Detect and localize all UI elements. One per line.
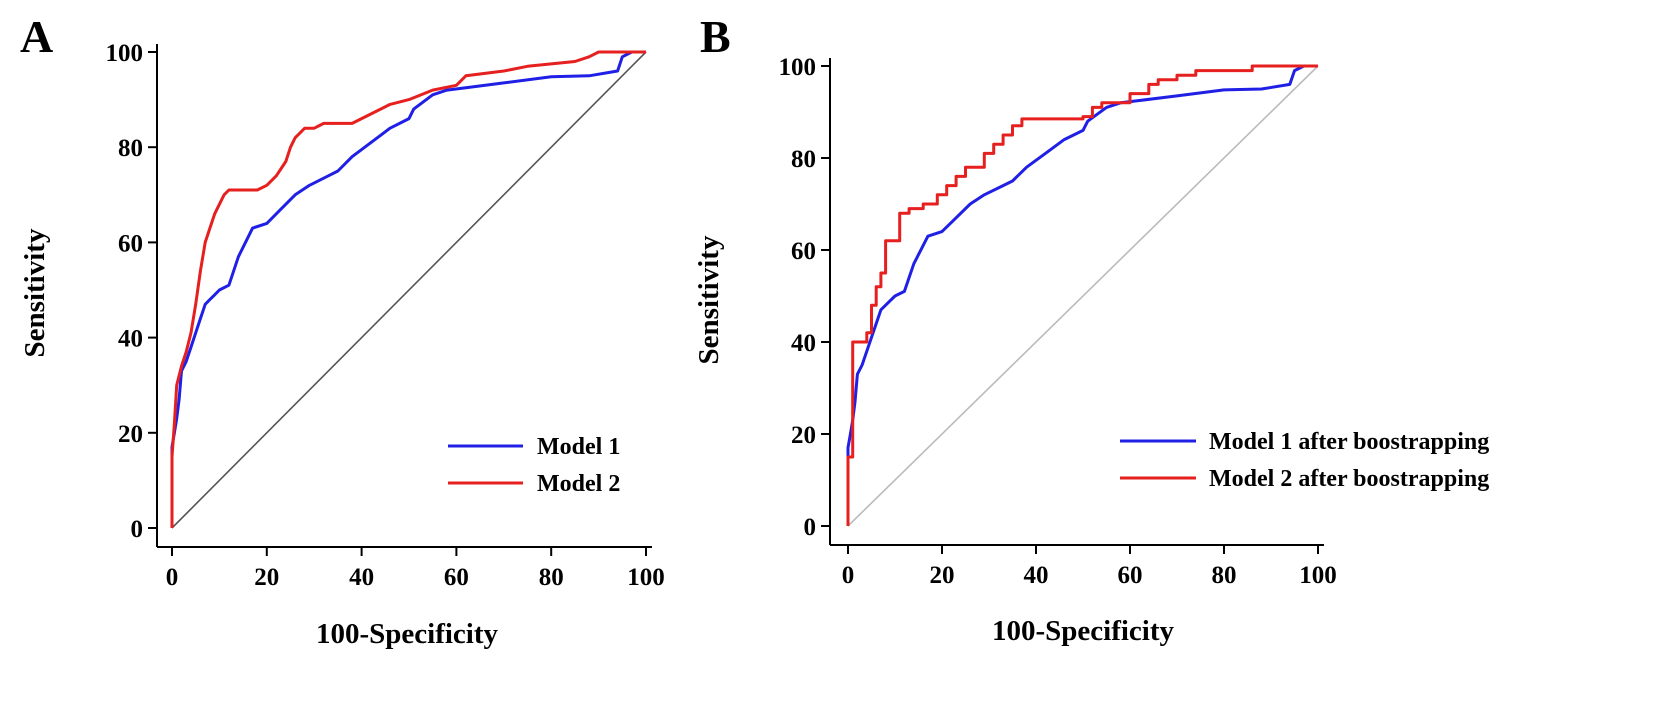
y-tick-label: 20 xyxy=(791,422,816,449)
legend-a-model-2-label: Model 2 xyxy=(537,471,620,497)
y-tick-label: 80 xyxy=(791,146,816,173)
panel-b-xlabel: 100-Specificity xyxy=(992,615,1175,647)
roc-curve-a-series-2 xyxy=(170,50,646,528)
x-tick-label: 100 xyxy=(1299,562,1337,589)
y-tick-label: 80 xyxy=(118,135,143,162)
x-tick-label: 40 xyxy=(349,564,374,591)
legend-a-model-1-label: Model 1 xyxy=(537,434,620,460)
reference-diagonal xyxy=(171,51,647,529)
x-tick-label: 60 xyxy=(1118,562,1143,589)
panel-a-legend: Model 1 Model 2 xyxy=(448,434,620,497)
x-tick-label: 20 xyxy=(930,562,955,589)
y-tick-label: 40 xyxy=(118,326,143,353)
panel-a: A 0 20 40 60 80 100 0 20 40 60 80 100 100-Specifici… xyxy=(19,11,665,650)
roc-curve-b-series-2 xyxy=(846,64,1318,526)
y-tick-label: 100 xyxy=(779,54,817,81)
panel-b: B 0 20 40 60 80 100 0 20 40 60 80 100 100-Specifici… xyxy=(693,11,1489,647)
legend-b-model-2-label: Model 2 after boostrapping xyxy=(1209,466,1489,492)
panel-a-label: A xyxy=(20,11,53,62)
x-tick-label: 60 xyxy=(444,564,469,591)
x-tick-label: 0 xyxy=(166,564,179,591)
roc-curve-b-series-1 xyxy=(846,64,1318,526)
x-tick-label: 20 xyxy=(254,564,279,591)
panel-a-ylabel: Sensitivity xyxy=(19,228,51,357)
legend-b-model-1-label: Model 1 after boostrapping xyxy=(1209,429,1489,455)
panel-a-xlabel: 100-Specificity xyxy=(316,618,499,650)
reference-diagonal xyxy=(847,65,1319,527)
panel-b-label: B xyxy=(700,11,731,62)
plot-a: 0 20 40 60 80 100 0 20 40 60 80 100 xyxy=(106,40,665,591)
x-tick-label: 80 xyxy=(539,564,564,591)
y-tick-label: 20 xyxy=(118,421,143,448)
y-tick-label: 40 xyxy=(791,330,816,357)
x-tick-label: 100 xyxy=(627,564,665,591)
y-tick-label: 100 xyxy=(106,40,144,67)
y-tick-label: 60 xyxy=(791,238,816,265)
panel-b-ylabel: Sensitivity xyxy=(693,235,725,364)
y-tick-label: 0 xyxy=(804,514,817,541)
plot-b: 0 20 40 60 80 100 0 20 40 60 80 100 xyxy=(779,54,1337,589)
panel-b-legend: Model 1 after boostrapping Model 2 after… xyxy=(1120,429,1489,492)
y-tick-label: 60 xyxy=(118,230,143,257)
y-tick-label: 0 xyxy=(131,516,144,543)
x-tick-label: 40 xyxy=(1024,562,1049,589)
roc-curve-a-series-1 xyxy=(170,50,646,528)
x-tick-label: 0 xyxy=(842,562,855,589)
x-tick-label: 80 xyxy=(1212,562,1237,589)
